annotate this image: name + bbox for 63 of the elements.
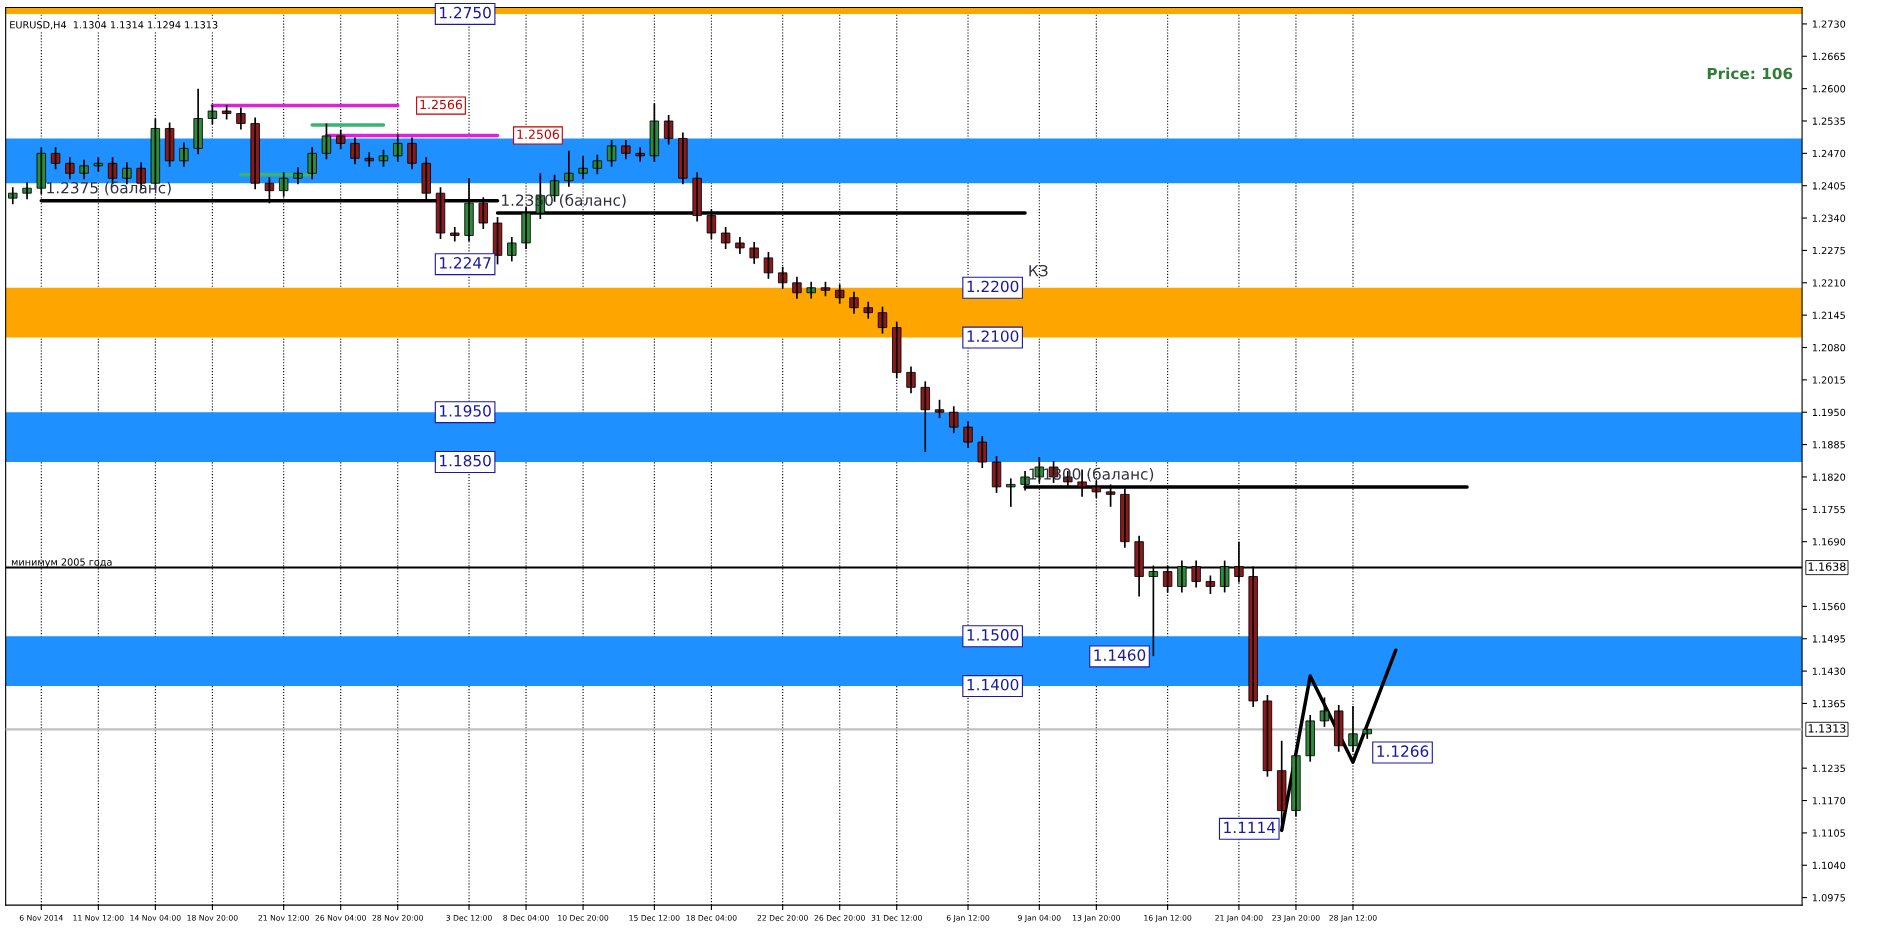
- y-tick-label: 1.1690: [1812, 538, 1846, 546]
- y-tick-label: 1.1495: [1812, 635, 1845, 643]
- candlestick: [749, 241, 759, 265]
- y-tick-label: 1.2730: [1812, 20, 1846, 28]
- annotation: 1.2506: [517, 129, 560, 140]
- candlestick: [164, 121, 175, 168]
- annotation: 1.1460: [1094, 649, 1146, 661]
- annotation: Price: 106: [1707, 67, 1793, 80]
- candlestick: [991, 455, 1002, 494]
- y-tick-label: 1.1560: [1812, 602, 1846, 611]
- candlestick: [663, 114, 674, 146]
- y-tick-label: 1.2145: [1812, 311, 1845, 319]
- annotation: 1.2200: [967, 280, 1019, 293]
- y-tick-label: 1.1105: [1812, 829, 1845, 837]
- annotation: 1.1500: [967, 629, 1019, 641]
- candlestick: [606, 139, 617, 168]
- annotation: 1.1400: [967, 678, 1019, 691]
- text: EURUSD,H4 1.1304 1.1314 1.1294 1.1313: [10, 21, 218, 30]
- annotation: 1.2375 (баланс): [47, 181, 171, 196]
- y-tick-label: 1.1755: [1812, 505, 1845, 514]
- y-tick-label: 1.1040: [1812, 861, 1846, 870]
- annotation: 1.1266: [1377, 745, 1429, 757]
- y-tick-label: 1.2340: [1812, 214, 1846, 222]
- y-tick-label: 1.2470: [1812, 149, 1846, 158]
- candlestick: [1319, 696, 1330, 728]
- y-tick-label: 1.1885: [1812, 441, 1845, 449]
- y-tick-label: 1.1820: [1812, 473, 1846, 481]
- annotation: 1.2750: [440, 6, 491, 19]
- candlestick: [1006, 477, 1016, 508]
- candlestick: [507, 236, 517, 263]
- ref-line-label: минимум 2005 года: [11, 558, 112, 568]
- y-tick-label: 1.2535: [1812, 117, 1845, 125]
- candlestick: [79, 158, 89, 181]
- y-tick-label: 1.2015: [1812, 376, 1845, 384]
- annotation: 1.1850: [440, 454, 491, 467]
- candlestick: [592, 154, 603, 176]
- y-tick-label: 1.1430: [1812, 667, 1846, 675]
- y-tick-label: 1.1365: [1812, 699, 1845, 708]
- y-tick-label: 1.2405: [1812, 182, 1845, 190]
- text: 1.1638: [1808, 562, 1846, 571]
- y-tick-label: 1.2600: [1812, 85, 1846, 93]
- candlestick: [977, 435, 987, 469]
- y-tick-label: 1.1235: [1812, 764, 1845, 773]
- candlestick: [720, 226, 731, 250]
- y-tick-label: 1.2210: [1812, 279, 1846, 287]
- annotation: 1.2566: [420, 99, 463, 110]
- candlestick: [934, 398, 945, 420]
- candlestick: [1205, 574, 1216, 595]
- annotation: 1.2100: [967, 330, 1019, 342]
- candlestick: [450, 226, 460, 243]
- y-tick-label: 1.2080: [1812, 343, 1846, 352]
- annotation: КЗ: [1029, 264, 1048, 277]
- annotation: 1.2247: [440, 257, 491, 269]
- candlestick: [735, 236, 745, 255]
- y-tick-label: 1.2665: [1812, 52, 1845, 61]
- y-tick-label: 1.0975: [1812, 894, 1845, 902]
- y-tick-label: 1.1950: [1812, 408, 1846, 417]
- annotation: 1.1950: [440, 405, 491, 417]
- y-tick-label: 1.2275: [1812, 246, 1845, 255]
- y-tick-label: 1.1170: [1812, 797, 1846, 805]
- candlestick: [621, 139, 631, 161]
- annotation: 1.1114: [1224, 821, 1276, 833]
- text: 1.1313: [1808, 724, 1846, 733]
